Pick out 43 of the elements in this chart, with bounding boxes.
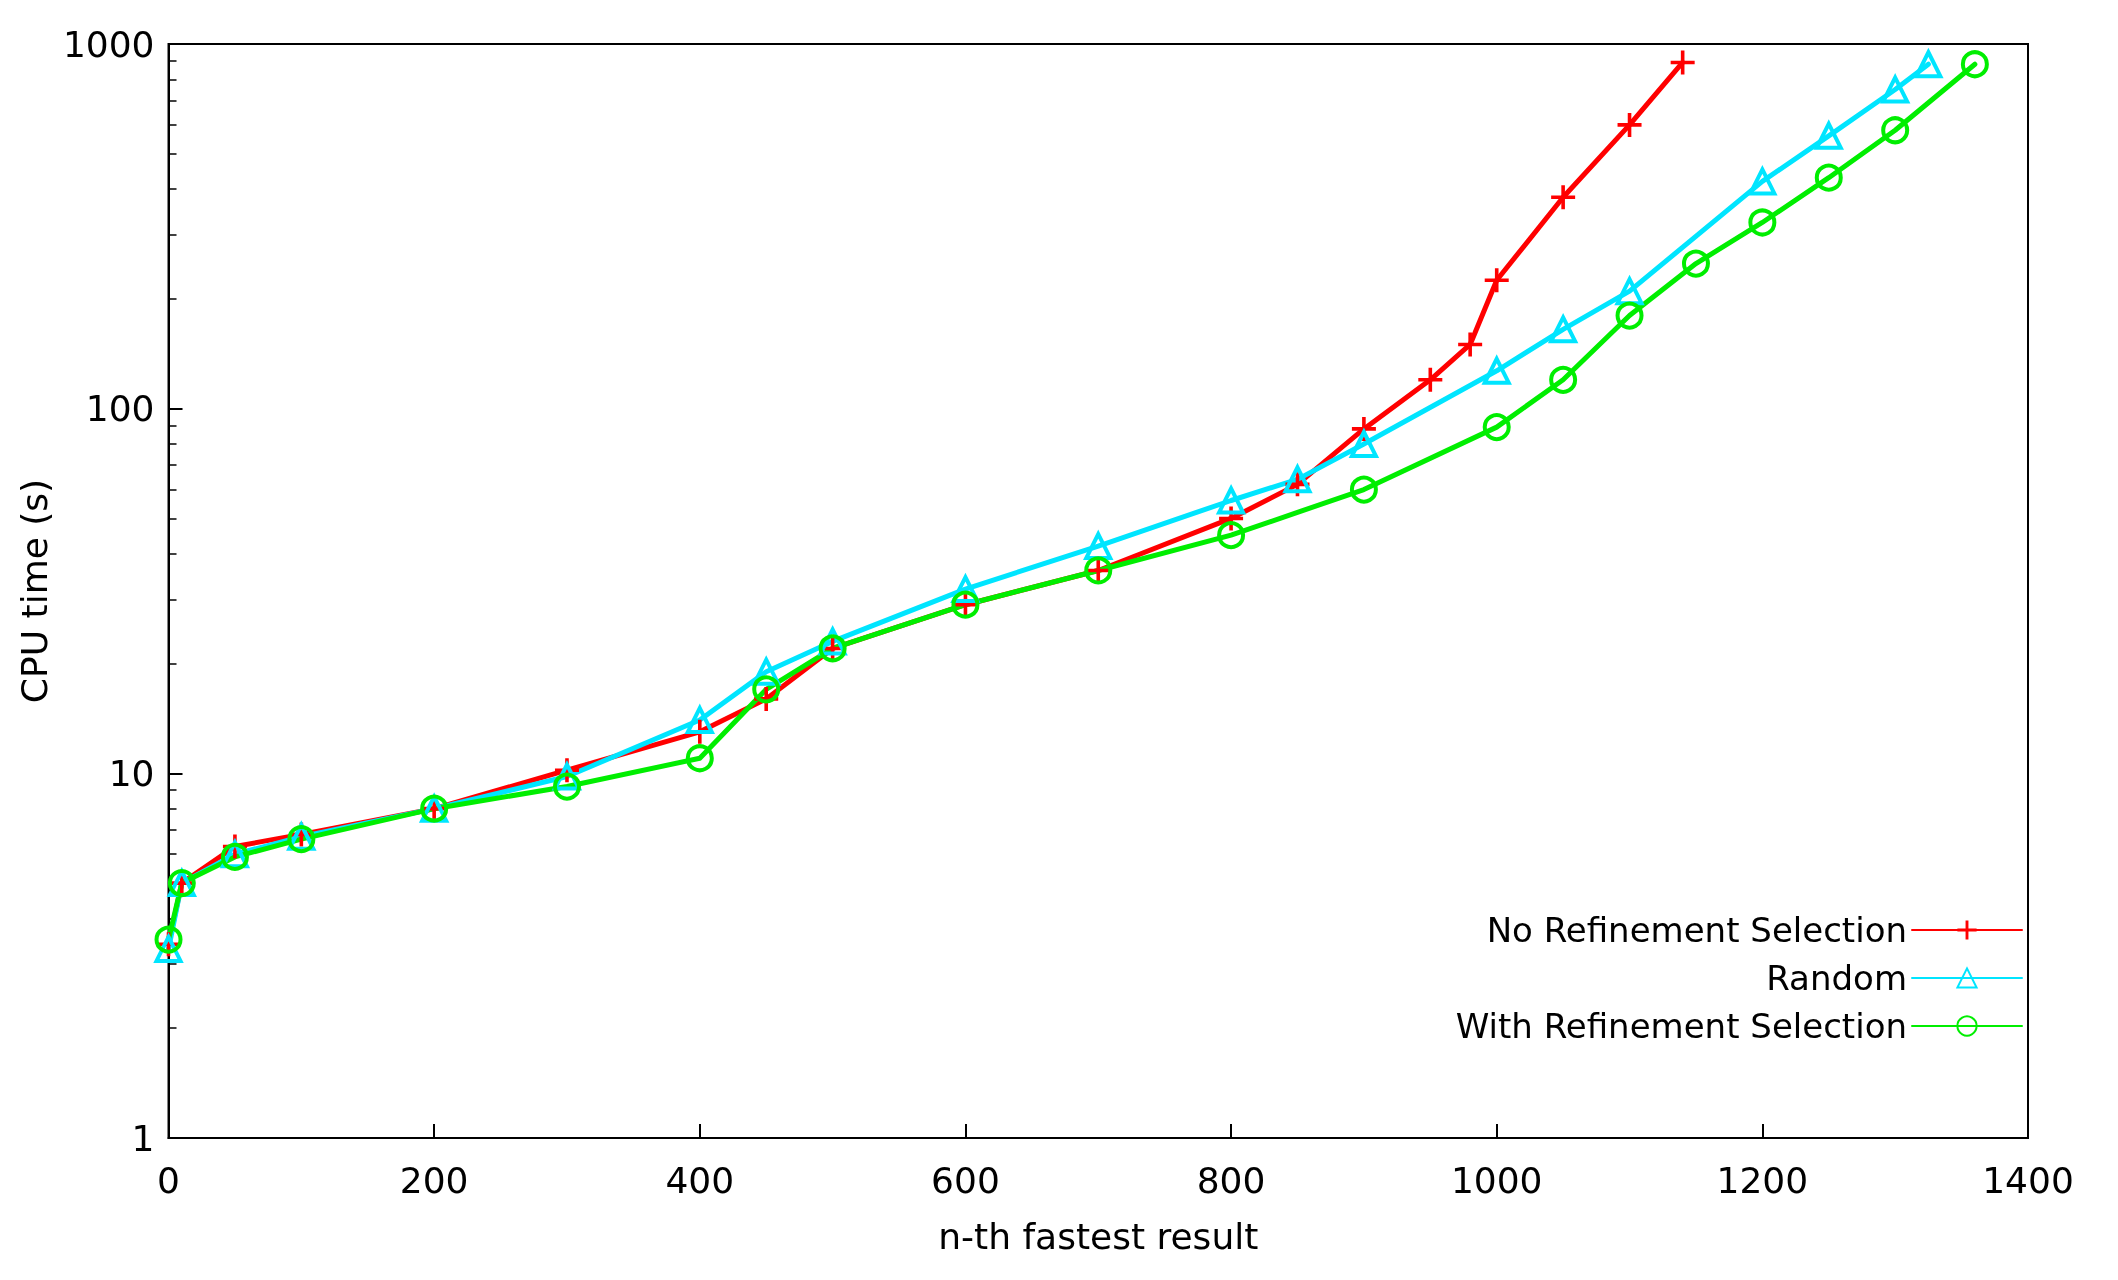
point	[1748, 208, 1777, 237]
x-tick-label: 400	[665, 1159, 735, 1201]
point	[1748, 167, 1777, 196]
point	[1549, 365, 1578, 394]
x-tick-label: 1000	[1450, 1159, 1543, 1201]
point	[1418, 367, 1443, 392]
point	[1681, 249, 1710, 278]
point	[153, 932, 184, 963]
x-tick-label: 1400	[1982, 1159, 2074, 1201]
y-tick-label: 1	[131, 1117, 155, 1159]
point	[1814, 163, 1843, 192]
point	[685, 744, 714, 773]
y-tick-label: 100	[85, 388, 155, 430]
legend-label: No Refinement Selection	[1486, 910, 1907, 950]
point	[1615, 301, 1644, 330]
point	[1482, 413, 1511, 442]
x-tick-label: 200	[399, 1159, 469, 1201]
point	[1551, 185, 1576, 210]
legend-label: Random	[1766, 958, 1907, 998]
x-axis-title: n-th fastest result	[938, 1215, 1259, 1257]
x-tick-label: 0	[157, 1159, 180, 1201]
point	[1960, 50, 1989, 79]
y-tick-label: 1000	[62, 23, 155, 65]
point	[752, 675, 781, 704]
y-axis-title: CPU time (s)	[13, 478, 55, 704]
point	[1881, 116, 1910, 145]
y-tick-label: 10	[108, 752, 155, 794]
point	[1484, 268, 1509, 293]
legend-label: With Refinement Selection	[1455, 1006, 1907, 1046]
point	[1217, 521, 1246, 550]
point	[1813, 119, 1844, 150]
point	[1458, 332, 1483, 357]
x-tick-label: 1200	[1716, 1159, 1809, 1201]
point	[1481, 354, 1512, 385]
x-tick-label: 800	[1196, 1159, 1266, 1201]
point	[1349, 475, 1378, 504]
point	[1217, 486, 1246, 515]
point	[553, 772, 581, 801]
point	[154, 925, 183, 954]
point	[1880, 73, 1911, 104]
x-tick-label: 600	[931, 1159, 1000, 1201]
point	[1617, 112, 1642, 137]
point	[1549, 315, 1578, 344]
